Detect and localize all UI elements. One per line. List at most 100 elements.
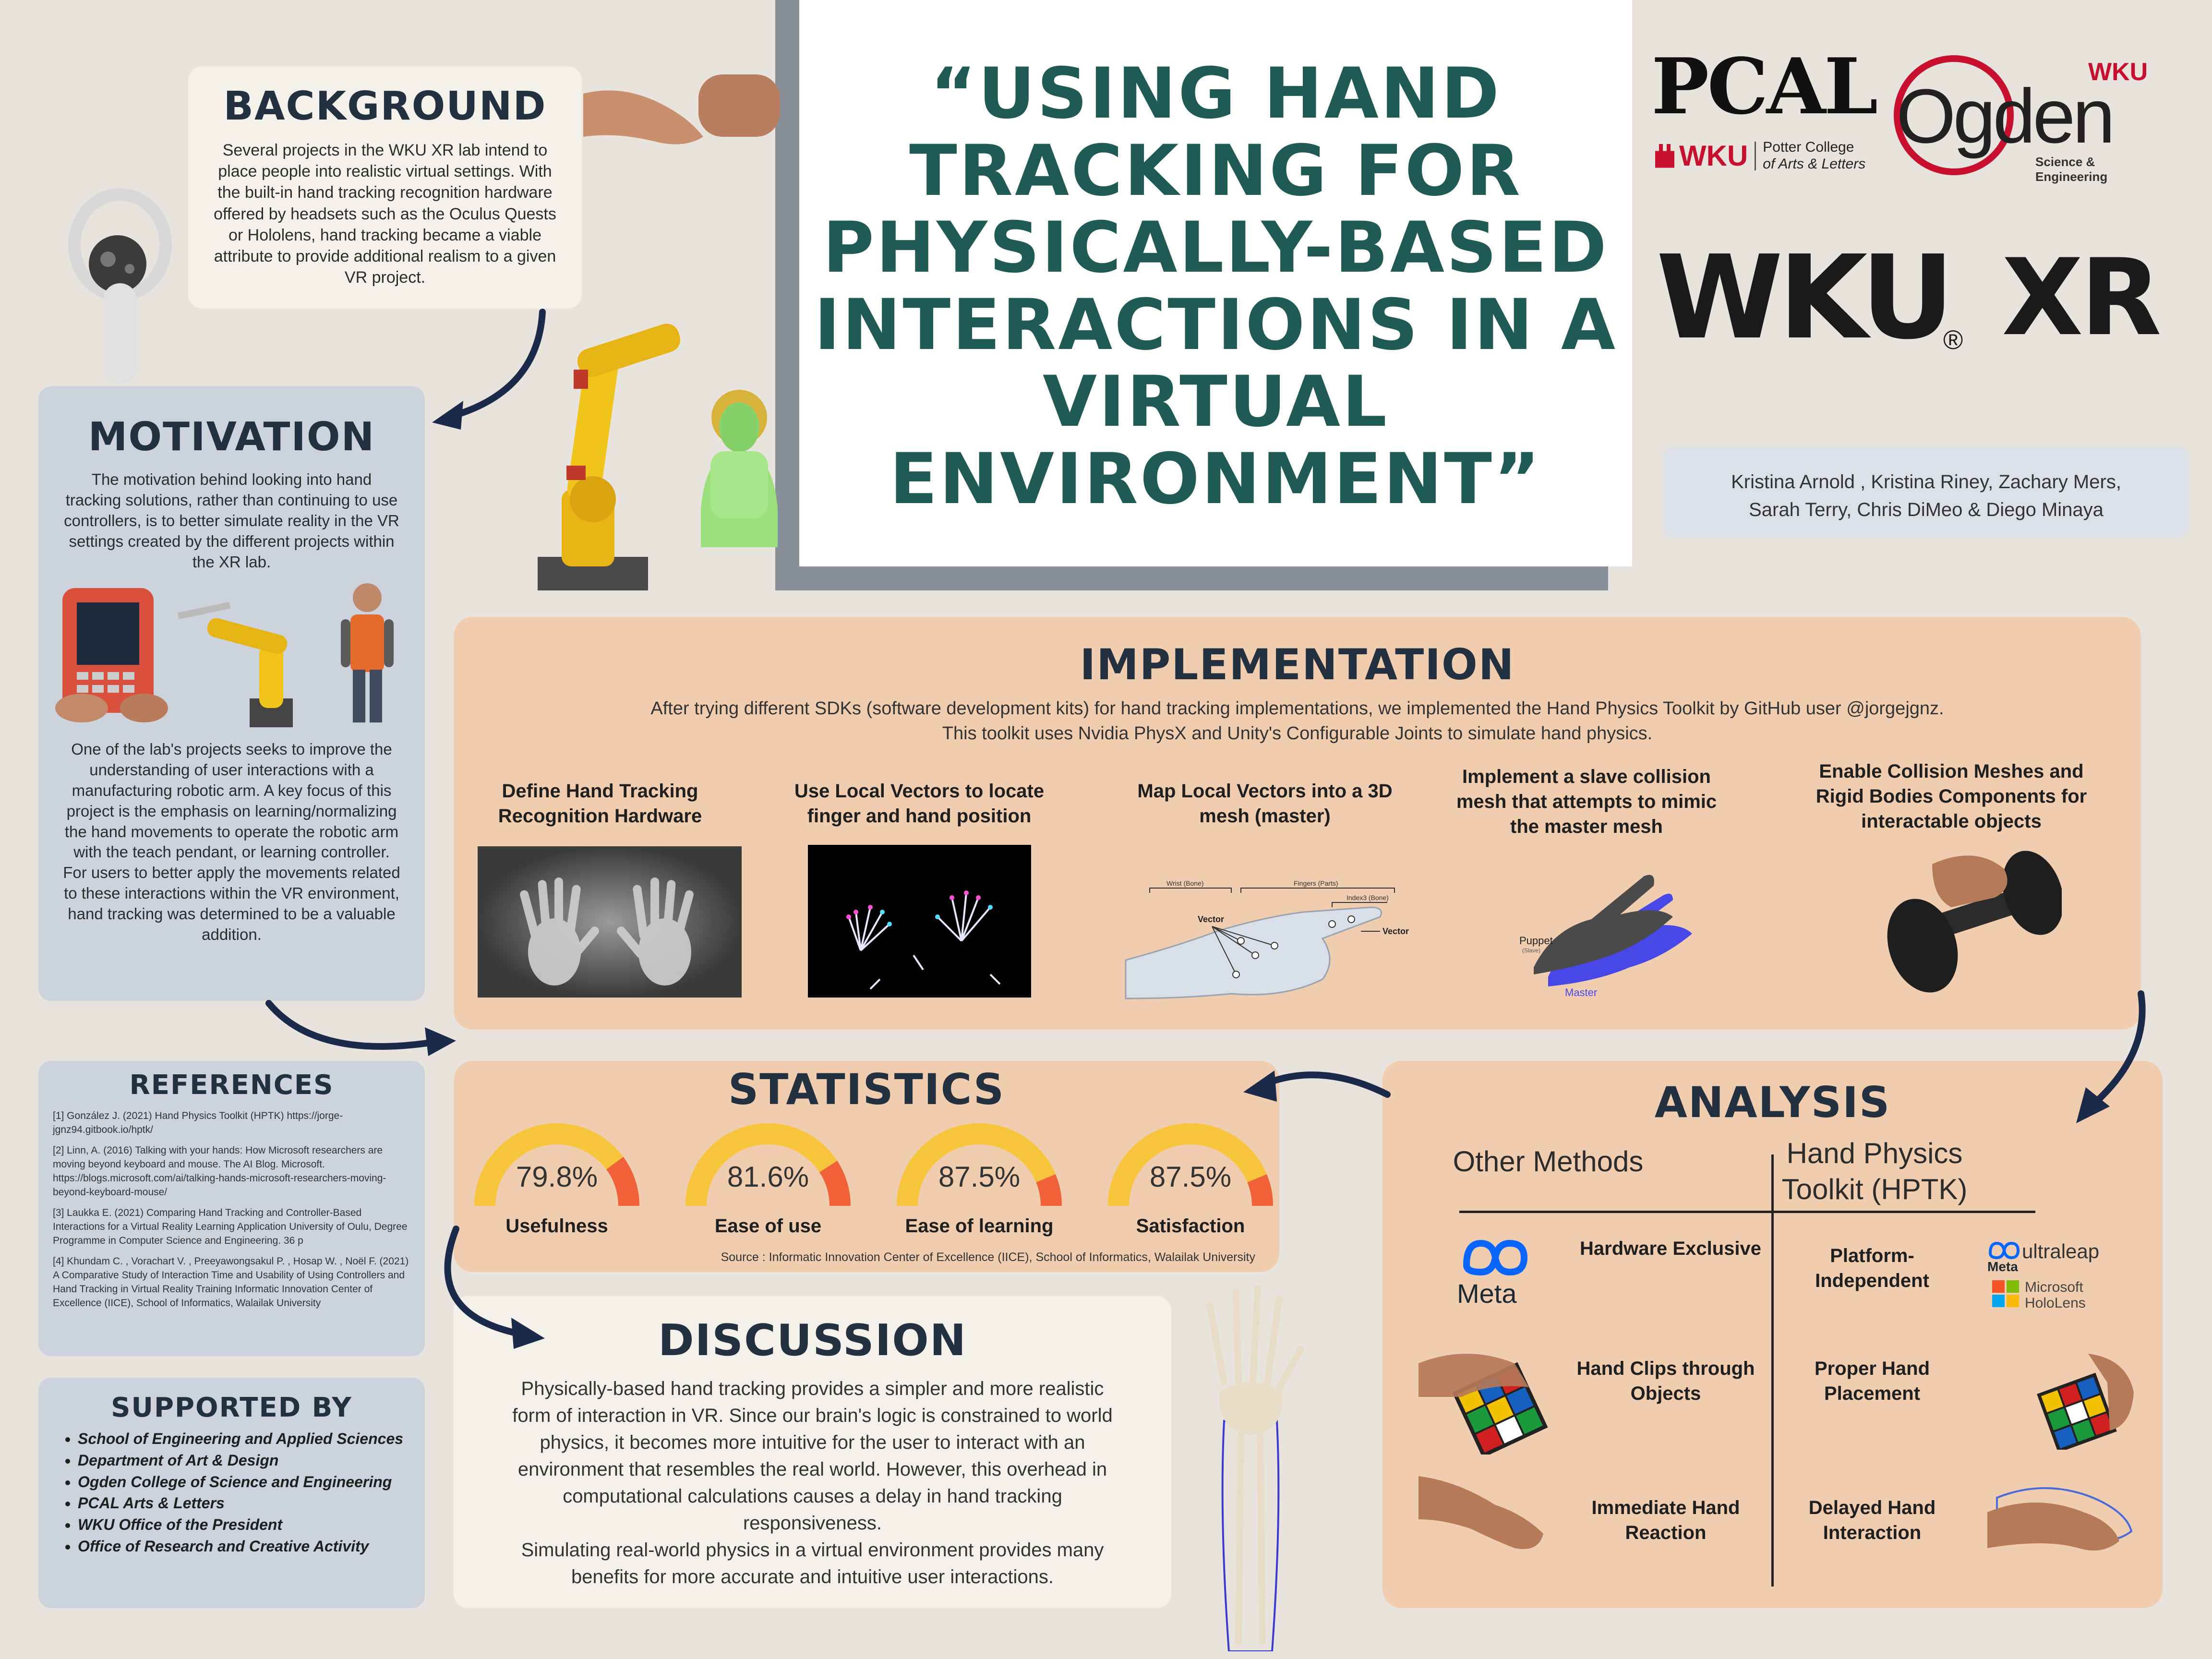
- arrow-background-to-motivation: [432, 309, 546, 430]
- local-vectors-image: [808, 845, 1031, 998]
- supporter-3: Ogden College of Science and Engineering: [78, 1471, 410, 1493]
- supported-panel: SUPPORTED BY School of Engineering and A…: [38, 1378, 425, 1608]
- step-2-title: Use Local Vectors to locate finger and h…: [794, 781, 1045, 827]
- implementation-panel: IMPLEMENTATION After trying different SD…: [454, 617, 2141, 1030]
- gauge-1: 79.8% Usefulness: [468, 1115, 646, 1237]
- supported-heading: SUPPORTED BY: [111, 1392, 352, 1423]
- discussion-panel: DISCUSSION Physically-based hand trackin…: [454, 1296, 1171, 1608]
- immediate-hand-image: [1419, 1457, 1563, 1563]
- step-4-title: Implement a slave collision mesh that at…: [1456, 766, 1717, 837]
- gauge-value: 87.5%: [1149, 1161, 1232, 1193]
- background-panel: BACKGROUND Several projects in the WKU X…: [188, 66, 582, 309]
- row2-right: Proper Hand Placement: [1814, 1358, 1930, 1404]
- background-text: Several projects in the WKU XR lab inten…: [214, 141, 556, 287]
- arrow-analysis-to-statistics: [1243, 1070, 1391, 1102]
- step-3-title: Map Local Vectors into a 3D mesh (master…: [1137, 781, 1393, 827]
- row3-right: Delayed Hand Interaction: [1808, 1497, 1936, 1543]
- gauge-label: Ease of use: [714, 1215, 822, 1237]
- analysis-heading: ANALYSIS: [1654, 1078, 1891, 1127]
- authors-line-1: Kristina Arnold , Kristina Riney, Zachar…: [1731, 471, 2121, 493]
- pcal-wordmark: PCAL: [1651, 41, 1878, 132]
- wku-tower-icon: [1655, 144, 1674, 168]
- worker-avatar-image: [331, 578, 403, 727]
- gauge-arc: [685, 1123, 851, 1206]
- puppet-master-hands-image: Puppet (Slave) Master: [1519, 847, 1707, 1001]
- statistics-source: Source : Informatic Innovation Center of…: [721, 1250, 1255, 1264]
- gauge-arc: [897, 1123, 1062, 1206]
- teach-pendant-image: [53, 578, 168, 722]
- delayed-hand-image: [1987, 1440, 2146, 1565]
- gauge-label: Usefulness: [505, 1215, 608, 1237]
- discussion-text-2: Simulating real-world physics in a virtu…: [521, 1539, 1104, 1587]
- reference-1: [1] González J. (2021) Hand Physics Tool…: [53, 1110, 343, 1135]
- vr-controller-image: [67, 187, 173, 389]
- gauge-3: 87.5% Ease of learning: [890, 1115, 1068, 1237]
- motivation-text-2: One of the lab's projects seeks to impro…: [63, 740, 400, 944]
- reference-3: [3] Laukka E. (2021) Comparing Hand Trac…: [53, 1207, 408, 1246]
- implementation-heading: IMPLEMENTATION: [1080, 640, 1515, 689]
- row1-left: Hardware Exclusive: [1580, 1238, 1761, 1259]
- gauge-2: 81.6% Ease of use: [679, 1115, 857, 1237]
- gauge-value: 87.5%: [938, 1161, 1021, 1193]
- gauge-remaining: [1036, 1174, 1062, 1206]
- col-hptk: Hand Physics Toolkit (HPTK): [1781, 1137, 1968, 1205]
- microsoft-icon: [1992, 1280, 2019, 1307]
- meta-infinity-icon: [1463, 1239, 1528, 1276]
- dumbbell-image: [1879, 835, 2062, 1008]
- ir-hands-image: [478, 846, 742, 998]
- gauge-label: Satisfaction: [1136, 1215, 1245, 1237]
- supporter-2: Department of Art & Design: [78, 1450, 410, 1471]
- ogden-logo: WKU Ogden Science & Engineering: [1887, 48, 2160, 184]
- discussion-heading: DISCUSSION: [658, 1315, 967, 1366]
- col-other-methods: Other Methods: [1453, 1145, 1644, 1178]
- meta-infinity-icon: [1989, 1241, 2020, 1260]
- arrow-statistics-to-discussion: [444, 1226, 545, 1349]
- gauge-4: 87.5% Satisfaction: [1102, 1115, 1279, 1237]
- gauge-value: 81.6%: [727, 1161, 809, 1193]
- gauge-row: 79.8% Usefulness 81.6% Ease of use 87.5% Ease…: [468, 1115, 1274, 1237]
- gauge-track: [897, 1123, 1062, 1206]
- row2-left: Hand Clips through Objects: [1576, 1358, 1755, 1404]
- supporter-6: Office of Research and Creative Activity: [78, 1536, 410, 1557]
- analysis-panel: ANALYSIS Other Methods Hand Physics Tool…: [1382, 1061, 2163, 1608]
- supporter-4: PCAL Arts & Letters: [78, 1492, 410, 1514]
- table-divider-v: [1771, 1154, 1774, 1587]
- supporter-1: School of Engineering and Applied Scienc…: [78, 1428, 410, 1450]
- hand-mesh-diagram: Wrist (Bone) Fingers (Parts) Index3 (Bon…: [1121, 835, 1414, 1008]
- platform-logos: ultraleap Meta Microsoft HoloLens: [1987, 1240, 2100, 1311]
- arrow-motivation-to-implementation: [265, 1000, 456, 1056]
- reference-4: [4] Khundam C. , Vorachart V. , Preeyawo…: [53, 1255, 409, 1309]
- step-1-title: Define Hand Tracking Recognition Hardwar…: [498, 781, 702, 827]
- gauge-track: [1108, 1123, 1273, 1206]
- background-heading: BACKGROUND: [223, 84, 547, 129]
- authors-box: Kristina Arnold , Kristina Riney, Zachar…: [1663, 446, 2189, 538]
- reference-2: [2] Linn, A. (2016) Talking with your ha…: [53, 1144, 386, 1198]
- row1-right: Platform-Independent: [1815, 1245, 1929, 1291]
- gauge-arc: [1108, 1123, 1274, 1206]
- references-panel: REFERENCES [1] González J. (2021) Hand P…: [38, 1061, 425, 1356]
- ogden-circle-icon: [1894, 55, 2014, 175]
- hand-image: [583, 65, 780, 161]
- gauge-label: Ease of learning: [905, 1215, 1054, 1237]
- gauge-remaining: [1247, 1174, 1274, 1206]
- gauge-value: 79.8%: [516, 1161, 598, 1193]
- cube-proper-image: [2026, 1354, 2136, 1450]
- discussion-text-1: Physically-based hand tracking provides …: [512, 1378, 1113, 1534]
- statistics-heading: STATISTICS: [728, 1065, 1005, 1114]
- meta-logo: Meta: [1457, 1236, 1534, 1309]
- row3-left: Immediate Hand Reaction: [1591, 1497, 1740, 1543]
- step-5-title: Enable Collision Meshes and Rigid Bodies…: [1815, 761, 2087, 832]
- gauge-arc: [474, 1123, 639, 1206]
- table-divider-h: [1459, 1211, 2035, 1213]
- skeleton-arm-image: [1190, 1277, 1310, 1651]
- pcal-logo: PCAL WKU Potter College of Arts & Letter…: [1651, 41, 1878, 172]
- arrow-implementation-to-analysis: [2076, 990, 2146, 1123]
- robot-arm-image: [509, 307, 797, 595]
- gauge-remaining: [819, 1160, 851, 1206]
- cube-clip-image: [1419, 1344, 1563, 1455]
- motivation-heading: MOTIVATION: [88, 414, 375, 460]
- motivation-panel: MOTIVATION The motivation behind looking…: [38, 386, 425, 1001]
- supporter-5: WKU Office of the President: [78, 1514, 410, 1536]
- title-frame: “USING HAND TRACKING FOR PHYSICALLY-BASE…: [799, 0, 1632, 566]
- robot-arm-small-image: [168, 588, 341, 732]
